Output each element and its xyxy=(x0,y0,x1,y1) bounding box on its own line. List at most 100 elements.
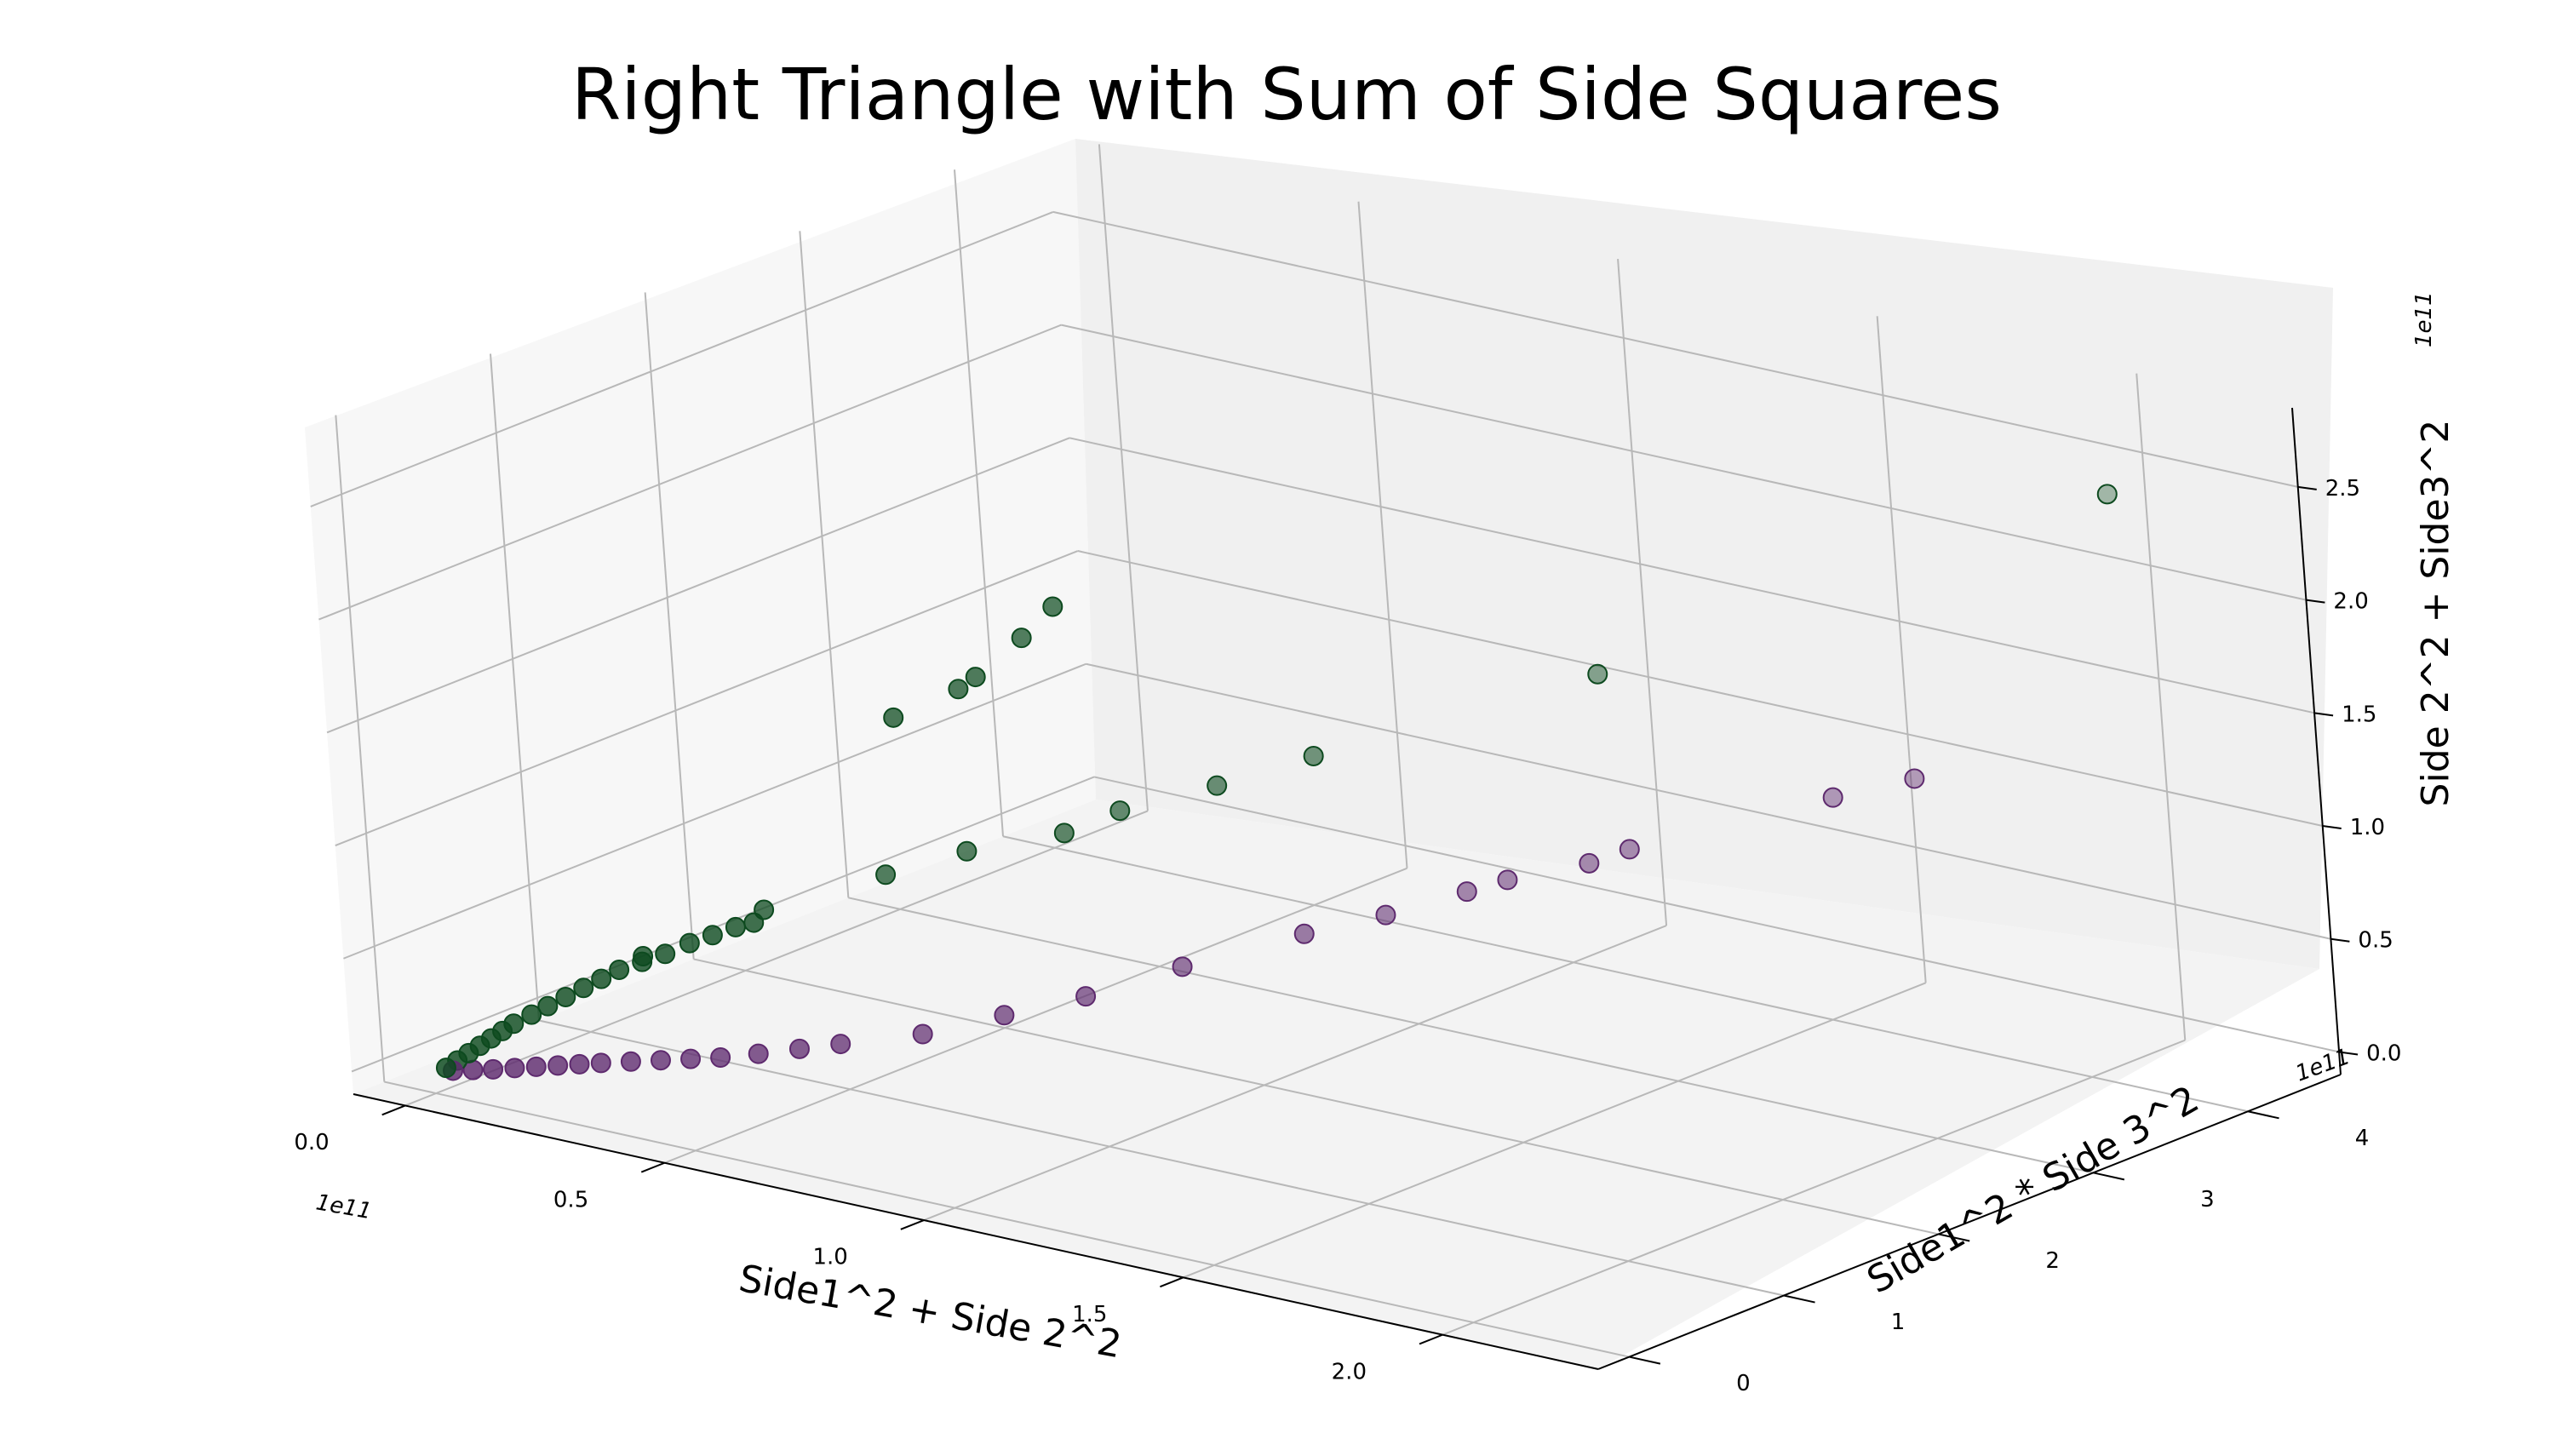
scatter-point-green xyxy=(702,925,723,946)
scatter-point-green xyxy=(632,951,653,972)
y-tick-mark xyxy=(1938,1233,1970,1242)
scatter-point-green xyxy=(573,977,594,999)
z-tick-label: 1.0 xyxy=(2350,815,2385,840)
z-tick-mark xyxy=(2297,485,2317,490)
x-gridline-floor xyxy=(1442,1039,2186,1336)
scatter-point-green xyxy=(679,932,700,954)
y-tick-label: 0 xyxy=(1736,1371,1751,1396)
scatter-point-purple xyxy=(1822,787,1843,808)
scatter-point-purple xyxy=(710,1046,731,1068)
z-gridline-left xyxy=(310,210,1054,507)
x-tick-label: 1.5 xyxy=(1072,1302,1107,1327)
scatter-point-purple xyxy=(525,1056,547,1077)
scatter-point-green xyxy=(655,943,676,965)
scatter-point-green xyxy=(875,864,897,886)
scatter-point-green xyxy=(1042,596,1063,617)
scatter-point-green xyxy=(883,707,904,728)
z-tick-label: 1.5 xyxy=(2342,702,2376,727)
z-tick-label: 0.5 xyxy=(2358,928,2393,954)
y-gridline-floor xyxy=(538,1019,1785,1297)
scatter-point-green xyxy=(1011,628,1032,649)
axis-layer xyxy=(353,407,2359,1370)
z-gridline-back xyxy=(1077,550,2323,828)
scatter-point-green xyxy=(1587,663,1608,685)
x-gridline-back xyxy=(2135,373,2187,1040)
x-gridline-back xyxy=(1876,316,1927,983)
scatter-point-purple xyxy=(1619,839,1640,860)
scatter-point-purple xyxy=(994,1005,1015,1026)
z-tick-mark xyxy=(2330,937,2350,943)
y-tick-label: 1 xyxy=(1891,1310,1906,1335)
y-tick-mark xyxy=(1783,1294,1815,1304)
y-gridline-left xyxy=(644,292,695,960)
y-gridline-floor xyxy=(693,958,1939,1235)
z-gridline-left xyxy=(326,437,1070,734)
scatter-point-purple xyxy=(590,1052,611,1074)
scatter-point-purple xyxy=(547,1055,569,1076)
z-tick-mark xyxy=(2313,712,2334,717)
scatter-point-green xyxy=(743,912,765,933)
y-tick-label: 2 xyxy=(2045,1248,2060,1274)
grid-layer xyxy=(310,144,2340,1358)
z-gridline-back xyxy=(1093,776,2340,1053)
x-gridline-back xyxy=(1357,201,1408,868)
floor-pane xyxy=(353,800,2319,1369)
scatter-point-purple xyxy=(1579,852,1600,874)
x-axis-label: Side1^2 + Side 2^2 xyxy=(736,1257,1125,1367)
y-tick-mark xyxy=(1629,1356,1661,1365)
z-tick-mark xyxy=(2338,1051,2359,1056)
y-gridline-left xyxy=(799,231,850,898)
back-pane xyxy=(1075,139,2333,969)
z-gridline-left xyxy=(318,324,1062,621)
z-gridline-back xyxy=(1086,662,2331,940)
y-gridline-floor xyxy=(848,897,2094,1174)
scatter-point-green xyxy=(965,667,986,688)
y-axis-line xyxy=(1597,1074,2342,1370)
scatter-point-purple xyxy=(620,1051,641,1072)
scatter-point-purple xyxy=(1075,986,1097,1007)
scatter-point-green xyxy=(1109,800,1131,822)
y-tick-label: 3 xyxy=(2200,1187,2215,1212)
z-axis-label: Side 2^2 + Side3^2 xyxy=(2414,420,2457,807)
x-gridline-back xyxy=(1098,144,1149,811)
scatter-point-purple xyxy=(830,1034,851,1055)
scatter-point-green xyxy=(1053,823,1075,844)
y-offset-label: 1e11 xyxy=(2292,1044,2353,1087)
scatter-point-purple xyxy=(1904,768,1925,789)
scatter-point-purple xyxy=(504,1058,525,1079)
scatter-point-purple xyxy=(650,1050,671,1071)
x-axis-line xyxy=(353,1093,1599,1370)
z-tick-mark xyxy=(2322,825,2342,830)
x-gridline-floor xyxy=(664,867,1407,1164)
scatter-point-green xyxy=(1303,745,1324,766)
scatter-point-purple xyxy=(1293,923,1315,944)
points-layer xyxy=(435,484,2118,1081)
z-tick-label: 0.0 xyxy=(2366,1040,2401,1066)
z-tick-label: 2.0 xyxy=(2333,589,2368,615)
y-tick-label: 4 xyxy=(2355,1126,2370,1151)
z-gridline-left xyxy=(335,550,1079,846)
y-gridline-floor xyxy=(384,1081,1630,1358)
scatter-point-green xyxy=(948,679,969,700)
scatter-point-green xyxy=(609,959,630,980)
y-gridline-floor xyxy=(1002,835,2249,1113)
scatter-point-green xyxy=(725,916,746,937)
z-gridline-back xyxy=(1061,324,2307,601)
scatter-point-purple xyxy=(1497,869,1518,891)
x-gridline-floor xyxy=(1183,982,1927,1279)
scatter-point-purple xyxy=(483,1058,504,1080)
x-tick-mark xyxy=(640,1161,665,1173)
x-tick-label: 0.5 xyxy=(553,1187,588,1212)
x-tick-label: 2.0 xyxy=(1332,1359,1367,1384)
y-gridline-left xyxy=(954,169,1004,837)
x-tick-label: 0.0 xyxy=(294,1130,329,1155)
scatter-point-green xyxy=(1207,775,1228,796)
tick-label-layer: 0.0 0.5 1.0 1.5 2.0 0 1 2 3 4 0.0 0.5 1.0 1.5 2.0 2.5 xyxy=(294,476,2401,1396)
scatter-point-purple xyxy=(748,1043,769,1064)
x-tick-mark xyxy=(900,1219,925,1230)
x-offset-label: 1e11 xyxy=(314,1189,374,1224)
scatter-point-purple xyxy=(569,1053,590,1075)
scatter-point-green xyxy=(591,968,612,989)
x-gridline-floor xyxy=(404,810,1149,1107)
x-tick-mark xyxy=(1160,1276,1184,1288)
